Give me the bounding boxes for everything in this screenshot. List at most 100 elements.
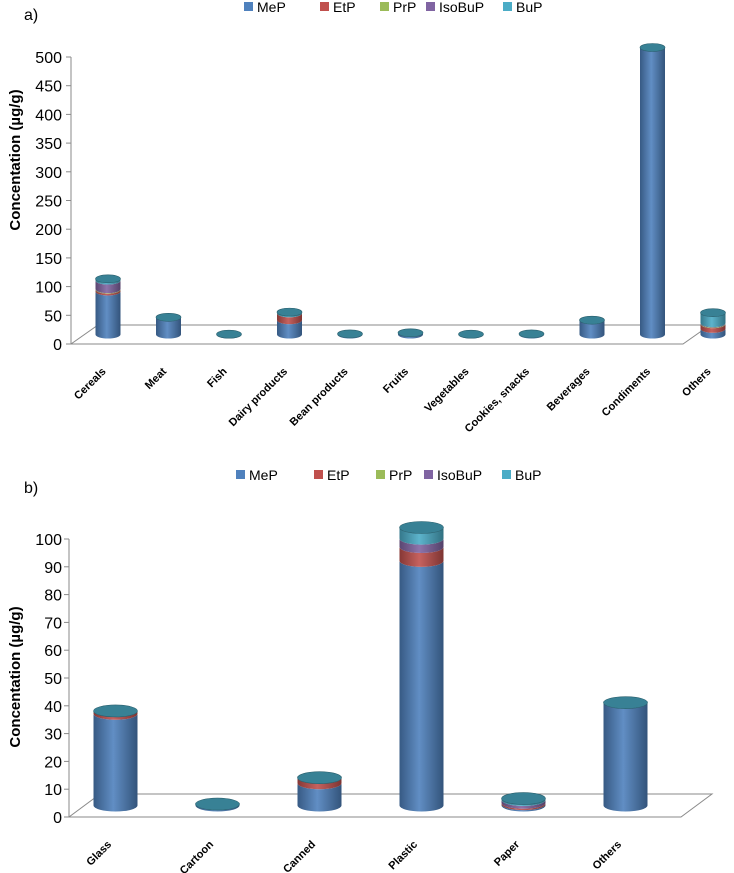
bar-top-cap [639,43,666,52]
bar-segment-mep [277,320,302,339]
bar-segment-isobup [95,280,121,294]
legend-swatch-bup [502,470,511,479]
x-tick-label: Fruits [381,366,411,396]
bar-segment-bup [277,312,302,318]
x-tick-label: Beverages [545,366,593,414]
bar-top-cap [337,329,363,339]
legend-label-bup: BuP [516,0,542,15]
y-tick-label: 300 [35,165,62,182]
x-tick-label: Others [680,366,714,400]
bar-segment-etp [700,324,726,333]
bar-top-cap [95,274,121,284]
bar-segment-mep [93,713,138,812]
bar-segment-bup [399,527,444,545]
legend-label-etp: EtP [333,0,356,15]
y-tick-label: 30 [44,727,62,744]
x-tick-label: Condiments [600,366,653,419]
legend-label-isobup: IsoBuP [439,0,484,15]
y-tick-label: 200 [35,222,62,239]
y-tick-label: 40 [44,699,62,716]
legend-swatch-prp [380,2,389,11]
bar-top-cap [216,329,242,339]
bar-top-cap [579,315,605,325]
y-tick-label: 350 [35,136,62,153]
legend-label-mep: MeP [257,0,286,15]
y-tick-label: 500 [35,50,62,67]
y-tick-label: 60 [44,643,62,660]
legend-swatch-prp [376,470,385,479]
bar-segment-etp [399,546,444,567]
bar-top-cap [501,792,546,805]
legend-label-prp: PrP [389,467,412,483]
bar-top-cap [93,704,138,718]
bar-segment-bup [501,798,546,806]
chart-panel-b: b) MeP EtP PrP IsoBuP BuP 0 10 20 30 40 50 60 70 80 90 1… [7,467,714,873]
bar-top-cap [397,328,424,338]
bar-segment-isobup [399,538,444,553]
y-tick-label: 90 [44,560,62,577]
panel-label: a) [24,7,38,24]
y-tick-label: 50 [44,671,62,688]
bar-segment-etp [501,802,546,811]
x-tick-label: Fish [205,365,230,390]
y-tick-label: 450 [35,79,62,96]
bar-segment-isobup [501,799,546,809]
y-tick-label: 0 [53,337,62,354]
legend-swatch-etp [314,470,323,479]
legend-swatch-etp [320,2,329,11]
legend-label-prp: PrP [393,0,416,15]
x-tick-label: Cereals [72,366,109,403]
bar-segment-mep [640,47,665,339]
y-tick-label: 50 [44,308,62,325]
bar-segment-mep [700,328,726,339]
x-tick-label: Cartoon [178,838,216,873]
legend-swatch-mep [236,470,245,479]
bar-top-cap [297,771,342,785]
y-tick-label: 100 [35,280,62,297]
bar-segment-mep [399,560,444,812]
y-tick-label: 20 [44,754,62,771]
bar-segment-etp [297,777,342,790]
x-tick-label: Cookies, snacks [463,366,532,435]
y-tick-label: 100 [35,532,62,549]
x-tick-label: Plastic [387,839,421,873]
bar-top-cap [155,312,182,322]
bar-top-cap [195,797,240,811]
chart-panel-a: a) MeP EtP PrP IsoBuP BuP 0 50 100 150 200 250 300 35… [7,0,726,435]
y-tick-label: 70 [44,615,62,632]
y-tick-label: 250 [35,194,62,211]
bar-top-cap [399,521,444,534]
legend-label-isobup: IsoBuP [437,467,482,483]
x-tick-label: Paper [492,838,523,869]
y-axis-label: Concentation (µg/g) [7,89,24,230]
bar-segment-mep [501,804,546,812]
legend-swatch-mep [244,2,253,11]
legend-label-bup: BuP [515,467,541,483]
x-tick-label: Dairy products [227,366,290,429]
bar-segment-mep [297,783,342,812]
x-tick-label: Canned [281,839,318,873]
y-tick-label: 10 [44,782,62,799]
panel-label: b) [24,480,38,497]
y-tick-label: 400 [35,107,62,124]
x-tick-label: Meat [143,365,169,391]
bar-segment-mep [156,317,181,339]
y-axis-label: Concentation (µg/g) [7,606,24,747]
bar-segment-bup [95,278,121,285]
bar-top-cap [518,329,545,339]
legend-swatch-bup [503,2,512,11]
y-tick-label: 150 [35,251,62,268]
bar-segment-etp [95,289,121,296]
legend-label-mep: MeP [249,467,278,483]
legend-swatch-isobup [426,2,435,11]
x-tick-label: Others [591,839,625,873]
x-tick-label: Bean products [288,366,351,429]
y-tick-label: 0 [53,810,62,827]
bar-segment-etp [93,710,138,720]
bar-top-cap [276,307,303,317]
legend-label-etp: EtP [327,467,350,483]
bar-top-cap [603,696,648,709]
bar-top-cap [458,329,484,339]
x-tick-label: Glass [84,839,114,869]
